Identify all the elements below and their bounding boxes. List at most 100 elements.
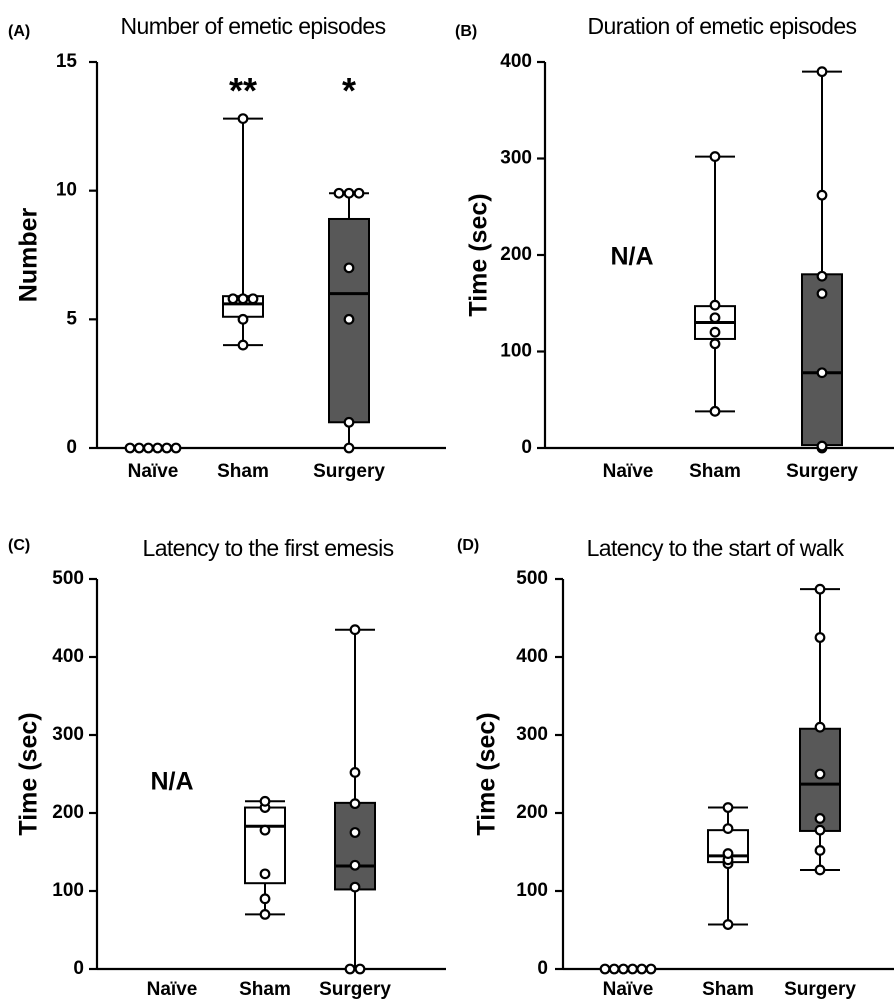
x-category-label: Surgery: [786, 461, 858, 482]
data-point: [343, 416, 355, 428]
y-tick-label: 300: [516, 724, 548, 745]
data-point: [259, 909, 271, 920]
y-tick-label: 15: [56, 51, 78, 72]
group-1: [694, 151, 736, 417]
data-point: [814, 824, 826, 836]
y-tick-label: 500: [52, 568, 84, 589]
data-point: [814, 864, 826, 876]
group-2: [801, 66, 843, 454]
data-point: [618, 963, 629, 975]
y-tick-label: 300: [500, 148, 532, 169]
data-point: [814, 845, 826, 856]
data-point: [816, 367, 828, 379]
panel-title: Latency to the first emesis: [143, 535, 394, 561]
data-point: [709, 338, 721, 350]
data-point: [124, 442, 136, 454]
panel-title: Latency to the start of walk: [587, 535, 845, 561]
data-point: [599, 963, 611, 975]
data-point: [816, 288, 828, 300]
data-point: [133, 442, 145, 454]
y-tick-label: 0: [537, 958, 548, 979]
group-1: [707, 802, 749, 930]
data-point: [627, 963, 638, 975]
data-point: [816, 440, 828, 452]
y-axis-label: Time (sec): [15, 712, 43, 835]
data-point: [816, 66, 828, 78]
x-category-label: Naïve: [147, 979, 198, 999]
y-tick-label: 400: [500, 51, 532, 72]
group-1: [244, 795, 286, 920]
data-point: [814, 632, 826, 643]
panel-c: (C) Latency to the first emesis Time (sec)…: [8, 535, 446, 999]
group-0: [599, 963, 657, 975]
y-tick-label: 0: [73, 958, 84, 979]
data-point: [259, 824, 271, 836]
x-category-label: Surgery: [319, 979, 391, 999]
data-point: [237, 313, 249, 325]
y-tick-label: 0: [521, 437, 532, 458]
panel-label: (D): [457, 537, 479, 554]
data-point: [709, 151, 721, 162]
data-point: [343, 313, 355, 325]
x-category-label: Sham: [702, 979, 754, 999]
data-point: [349, 827, 361, 838]
panel-b: (B) Duration of emetic episodes Time (sec)…: [455, 13, 894, 482]
data-point: [353, 187, 365, 199]
data-point: [237, 113, 249, 125]
y-tick-label: 400: [52, 646, 84, 667]
data-point: [709, 405, 721, 417]
data-point: [722, 919, 734, 930]
data-point: [237, 293, 249, 305]
group-1: **: [222, 70, 264, 351]
data-point: [645, 963, 657, 975]
panel-title: Number of emetic episodes: [121, 13, 386, 39]
data-point: [349, 767, 361, 778]
panel-title: Duration of emetic episodes: [588, 13, 857, 39]
y-tick-label: 300: [52, 724, 84, 745]
group-2: *: [328, 70, 370, 454]
data-point: [259, 893, 271, 905]
data-point: [814, 583, 826, 595]
data-point: [343, 187, 355, 199]
data-point: [814, 721, 826, 733]
data-point: [344, 963, 356, 975]
x-category-label: Naïve: [128, 461, 179, 482]
data-point: [709, 299, 721, 311]
y-axis-label: Time (sec): [473, 712, 501, 835]
data-point: [349, 881, 361, 893]
box-iqr: [801, 273, 843, 447]
y-tick-label: 200: [516, 802, 548, 823]
x-category-label: Surgery: [784, 979, 856, 999]
y-tick-label: 100: [516, 880, 548, 901]
data-point: [636, 963, 648, 975]
data-point: [259, 795, 271, 807]
data-point: [722, 802, 734, 813]
data-point: [709, 326, 721, 338]
x-category-label: Surgery: [313, 461, 385, 482]
data-point: [152, 442, 164, 454]
data-point: [814, 768, 826, 780]
y-axis-label: Number: [15, 208, 43, 303]
data-point: [354, 963, 366, 975]
panel-label: (A): [8, 23, 30, 40]
data-point: [349, 859, 361, 871]
panel-label: (B): [455, 23, 477, 40]
data-point: [349, 798, 361, 810]
data-point: [333, 187, 345, 199]
data-point: [709, 312, 721, 324]
group-2: [334, 624, 376, 975]
y-tick-label: 10: [56, 180, 77, 201]
y-tick-label: 5: [66, 308, 77, 329]
significance-marker: *: [342, 70, 356, 111]
y-tick-label: 200: [500, 244, 532, 265]
data-point: [259, 868, 271, 880]
significance-marker: **: [229, 70, 257, 111]
data-point: [142, 442, 154, 454]
data-point: [816, 270, 828, 282]
y-tick-label: 100: [52, 880, 84, 901]
y-tick-label: 100: [500, 341, 532, 362]
x-category-label: Sham: [217, 461, 269, 482]
data-point: [161, 442, 173, 454]
y-tick-label: 200: [52, 802, 84, 823]
